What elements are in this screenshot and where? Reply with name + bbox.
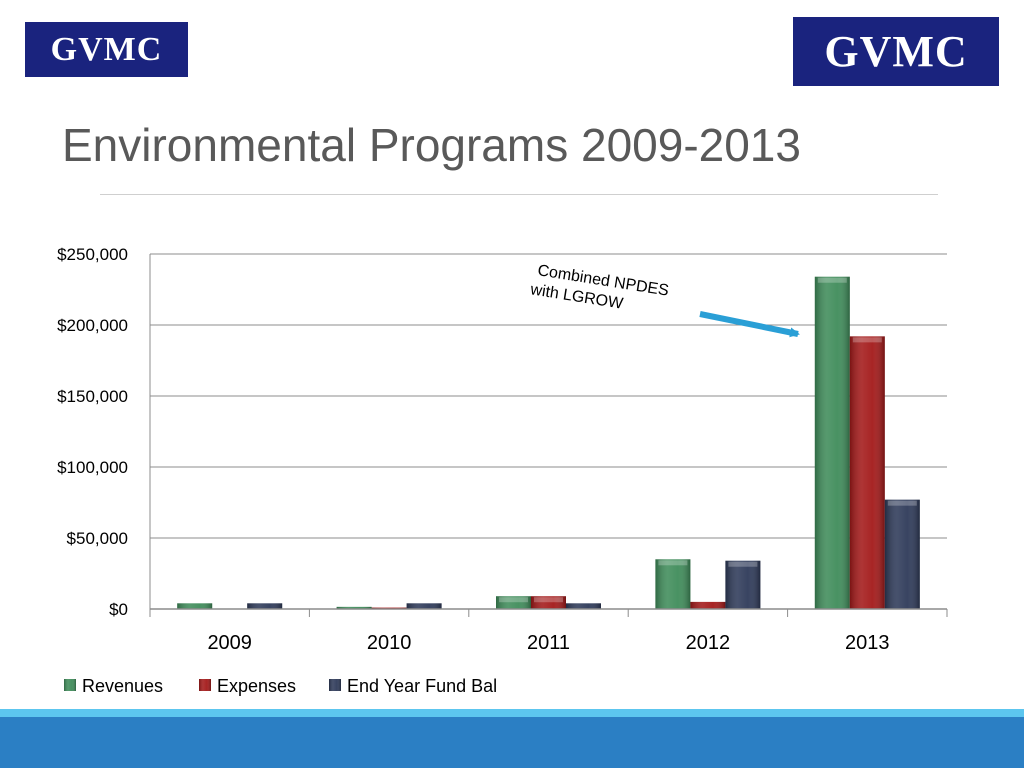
- x-tick-label: 2012: [686, 632, 731, 654]
- y-tick-label: $100,000: [57, 458, 128, 477]
- bar-revenues-2010: [336, 606, 372, 609]
- y-tick-label: $200,000: [57, 316, 128, 335]
- bar-expenses-2012: [690, 601, 726, 609]
- y-tick-label: $50,000: [67, 529, 128, 548]
- legend-item: End Year Fund Bal: [329, 676, 497, 696]
- gvmc-logo-left-text: GVMC: [50, 30, 163, 68]
- bar-shade: [849, 336, 885, 609]
- bar-end-year-fund-bal-2013: [884, 499, 920, 609]
- bar-shade: [177, 603, 213, 609]
- bar-revenues-2011: [496, 596, 531, 609]
- bar-end-year-fund-bal-2012: [725, 560, 761, 609]
- legend: Revenues Expenses End Year Fund Bal: [64, 676, 497, 696]
- footer-stripe: [0, 709, 1024, 717]
- bar-shade: [247, 603, 283, 609]
- bar-expenses-2013: [849, 336, 885, 609]
- legend-label: Expenses: [217, 676, 296, 696]
- bar-end-year-fund-bal-2011: [566, 603, 601, 609]
- gvmc-logo-right-text: GVMC: [824, 27, 968, 76]
- footer-bar: [0, 717, 1024, 768]
- y-tick-label: $250,000: [57, 245, 128, 264]
- legend-swatch-shade: [64, 679, 76, 691]
- bar-shade: [725, 560, 761, 609]
- bar-shade: [655, 559, 691, 609]
- legend-label: End Year Fund Bal: [347, 676, 497, 696]
- bar-end-year-fund-bal-2009: [247, 603, 283, 609]
- slide-title: Environmental Programs 2009-2013: [62, 119, 801, 171]
- bar-bevel: [499, 597, 528, 603]
- bar-bevel: [852, 337, 882, 343]
- bar-shade: [814, 276, 850, 609]
- bar-shade: [690, 601, 726, 609]
- y-tick-label: $0: [109, 600, 128, 619]
- x-tick-label: 2013: [845, 632, 890, 654]
- legend-item: Expenses: [199, 676, 296, 696]
- bar-shade: [406, 603, 442, 609]
- bar-bevel: [534, 597, 563, 603]
- y-tick-label: $150,000: [57, 387, 128, 406]
- legend-item: Revenues: [64, 676, 163, 696]
- legend-label: Revenues: [82, 676, 163, 696]
- title-divider: [100, 194, 938, 195]
- bar-bevel: [887, 500, 917, 506]
- gridlines: [150, 253, 947, 539]
- bar-bevel: [817, 277, 847, 283]
- bar-revenues-2009: [177, 603, 213, 609]
- annotation: Combined NPDES with LGROW: [528, 261, 800, 338]
- bar-shade: [531, 596, 566, 609]
- gvmc-logo-left: GVMC: [25, 22, 188, 77]
- bar-end-year-fund-bal-2010: [406, 603, 442, 609]
- x-tick-label: 2010: [367, 632, 412, 654]
- bar-shade: [336, 606, 372, 609]
- axes: $0 $50,000 $100,000 $150,000 $200,000 $250,00…: [57, 245, 948, 654]
- bar-shade: [884, 499, 920, 609]
- legend-swatch-shade: [329, 679, 341, 691]
- annotation-text: Combined NPDES with LGROW: [528, 261, 674, 320]
- bar-revenues-2013: [814, 276, 850, 609]
- bars: [177, 276, 920, 609]
- bar-shade: [496, 596, 531, 609]
- bar-shade: [566, 603, 601, 609]
- legend-swatch-shade: [199, 679, 211, 691]
- bar-revenues-2012: [655, 559, 691, 609]
- annotation-arrow: [699, 311, 800, 338]
- x-tick-label: 2009: [207, 632, 252, 654]
- x-tick-label: 2011: [527, 632, 570, 654]
- gvmc-logo-right: GVMC: [793, 17, 999, 86]
- bar-bevel: [728, 561, 758, 567]
- bar-expenses-2011: [531, 596, 566, 609]
- bar-bevel: [658, 560, 688, 566]
